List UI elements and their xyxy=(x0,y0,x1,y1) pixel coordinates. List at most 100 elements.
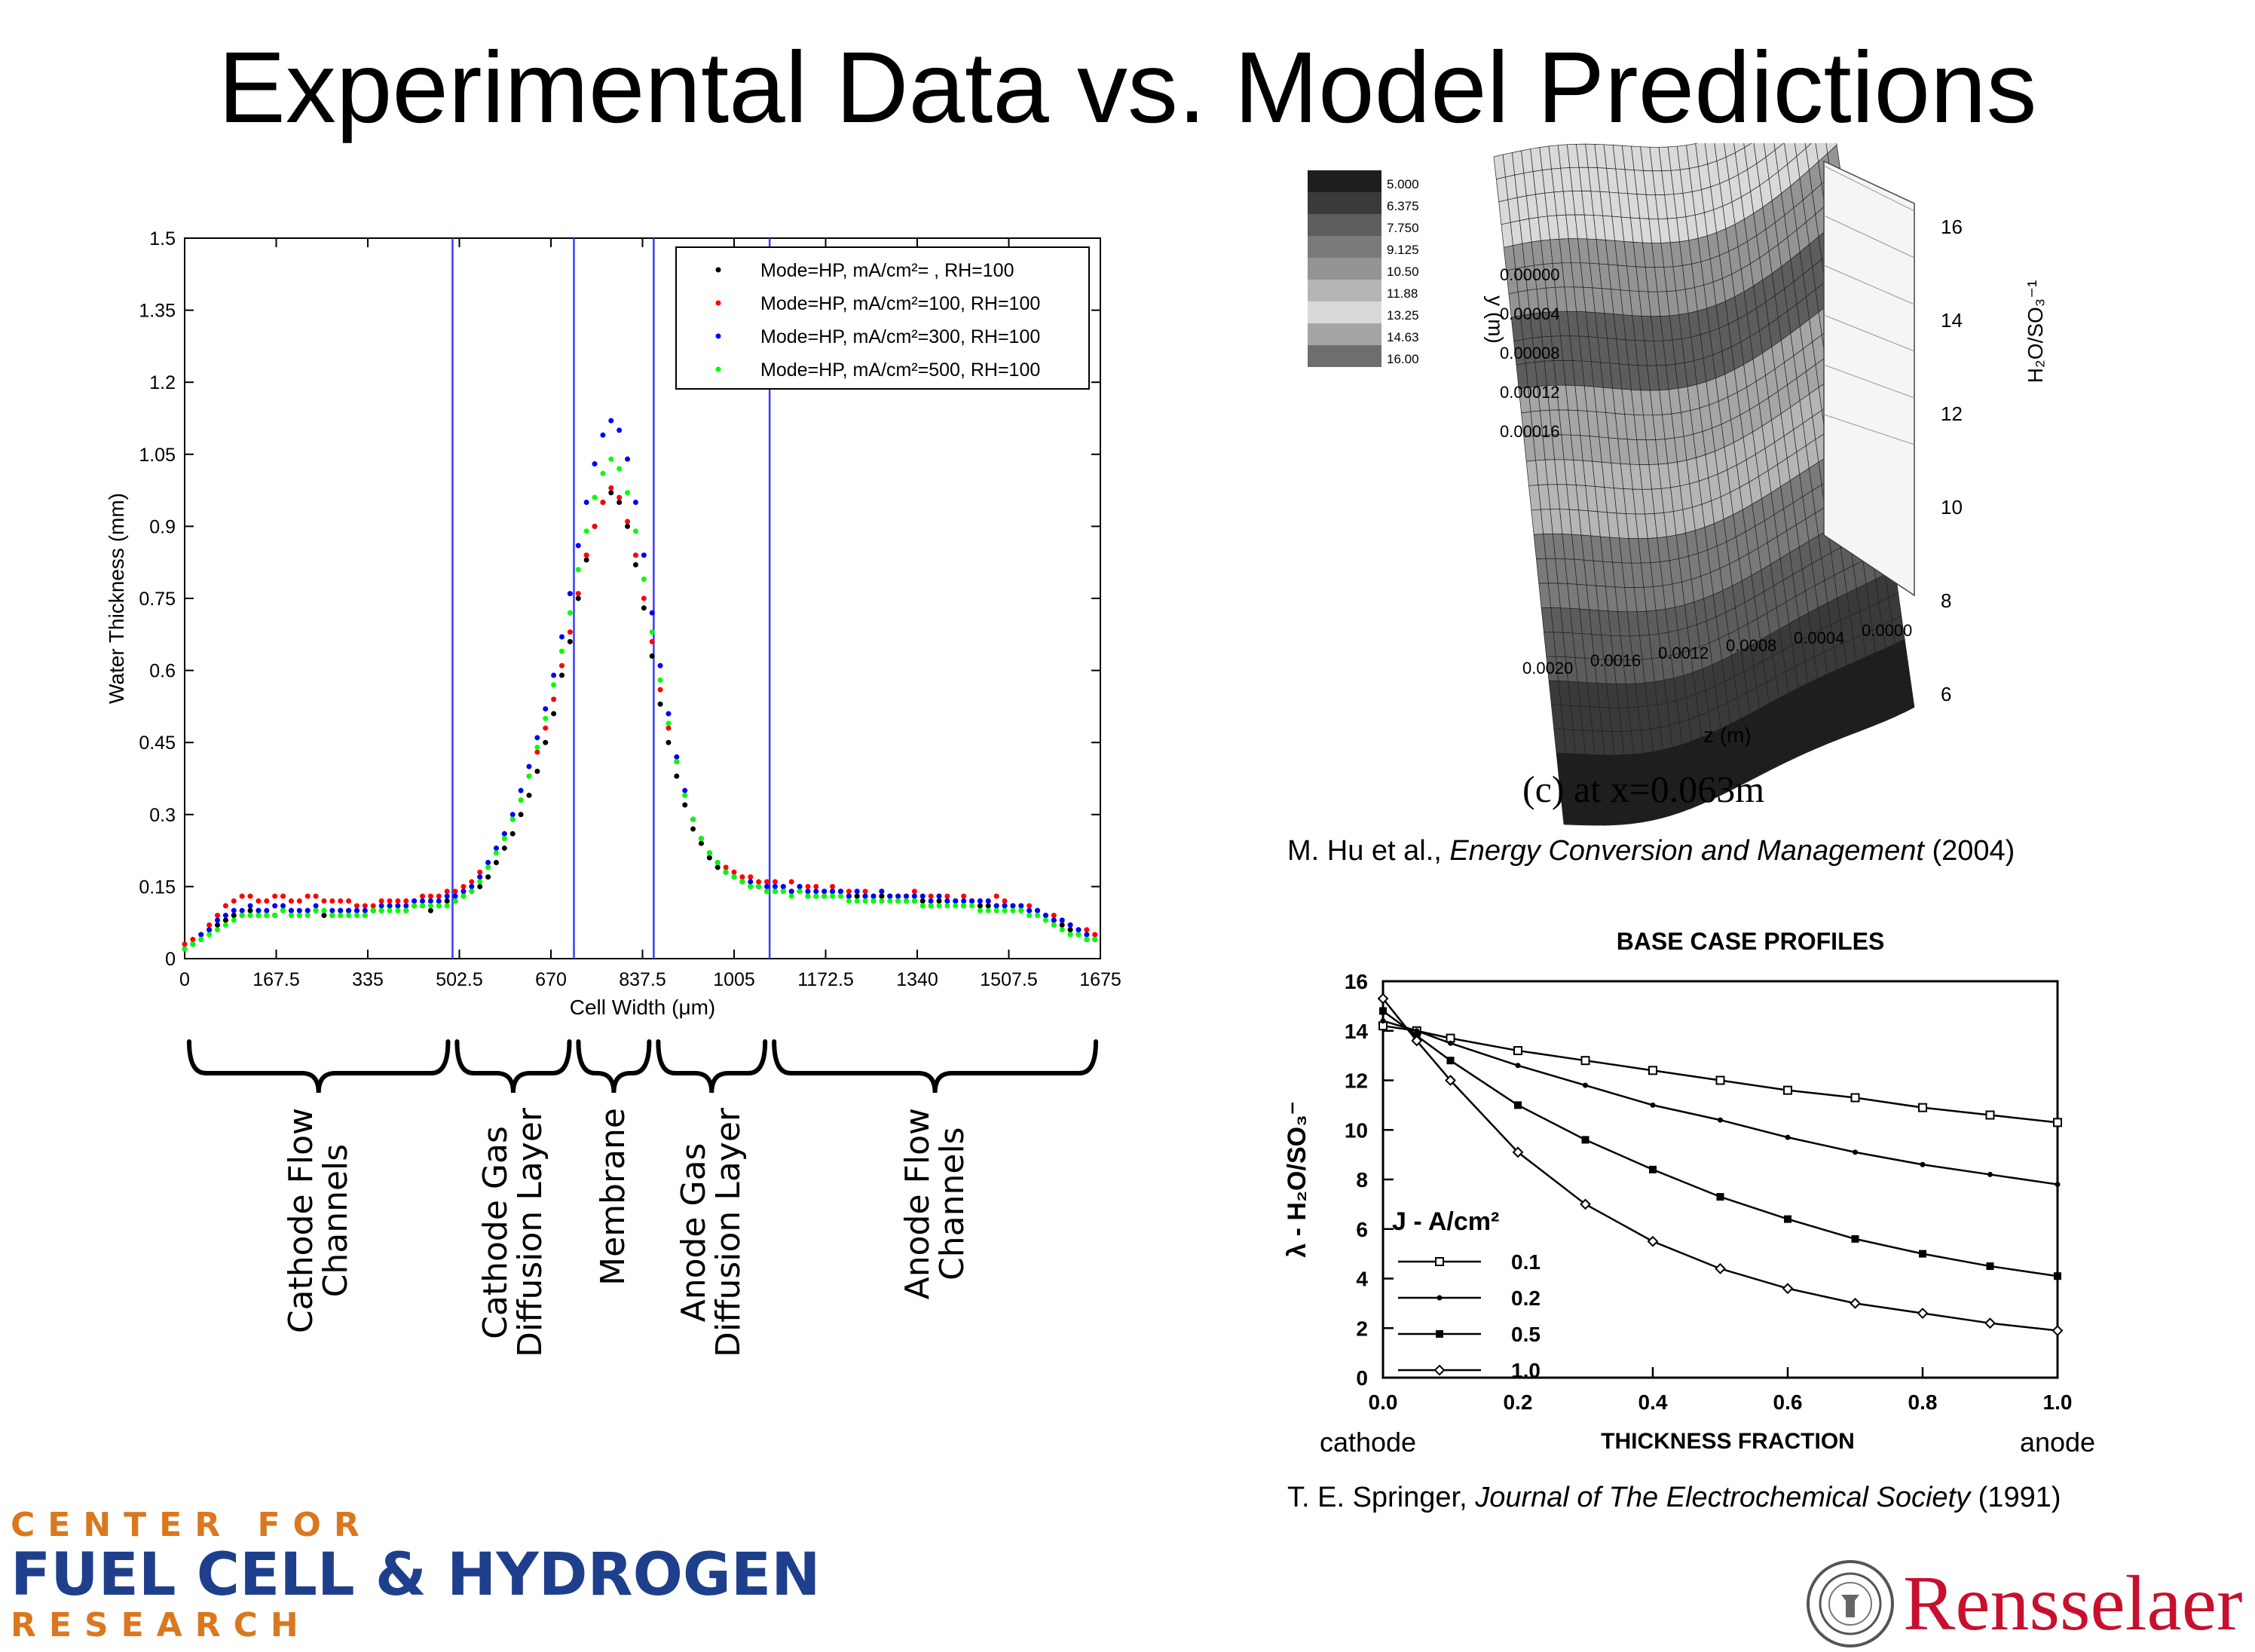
water-thickness-chart: 0 167.5 335 502.5 670 837.5 1005 1172.5 1340 1507… xyxy=(105,228,1121,1019)
data-point xyxy=(247,913,253,919)
surface-caption: (c) at x=0.063m xyxy=(1522,768,1765,810)
legend-marker xyxy=(1433,1364,1446,1376)
data-point xyxy=(247,893,253,899)
data-point xyxy=(444,889,450,895)
data-point xyxy=(862,889,868,895)
data-point xyxy=(764,883,770,889)
data-point xyxy=(657,662,663,668)
data-point xyxy=(944,903,950,909)
color-scale-cell xyxy=(1308,280,1381,301)
legend-title: J - A/cm² xyxy=(1392,1207,1499,1236)
data-point xyxy=(288,913,294,919)
data-point xyxy=(1512,1146,1524,1158)
data-point xyxy=(944,893,950,899)
data-point xyxy=(1513,1046,1522,1056)
data-point xyxy=(641,605,647,611)
data-point xyxy=(1917,1308,1929,1319)
data-point xyxy=(805,883,811,889)
data-point xyxy=(485,860,491,866)
data-point xyxy=(665,711,672,717)
data-point xyxy=(731,869,737,875)
data-point xyxy=(567,610,573,616)
data-point xyxy=(1984,1317,1996,1329)
data-point xyxy=(222,917,228,923)
x-tick-label: 0 xyxy=(179,969,190,990)
data-point xyxy=(452,893,458,899)
data-point xyxy=(1718,1117,1723,1123)
data-point xyxy=(387,903,393,909)
color-scale-label: 13.25 xyxy=(1387,308,1419,323)
legend-box xyxy=(675,246,1090,390)
region-label-line: Membrane xyxy=(594,1108,633,1286)
data-point xyxy=(321,907,327,913)
data-point xyxy=(690,816,696,822)
data-point xyxy=(1377,993,1389,1005)
data-point xyxy=(427,903,433,909)
y-tick-label: 2 xyxy=(1356,1317,1368,1340)
data-point xyxy=(837,889,843,895)
data-point xyxy=(854,889,860,895)
data-point xyxy=(493,845,499,851)
data-point xyxy=(1919,1250,1926,1258)
data-point xyxy=(387,898,393,904)
data-point xyxy=(592,494,598,500)
data-point xyxy=(304,907,311,913)
data-point xyxy=(222,913,228,919)
y-tick-label: 0.00016 xyxy=(1500,422,1560,441)
data-point xyxy=(1715,1262,1726,1274)
data-point xyxy=(632,500,638,506)
legend-label: 0.1 xyxy=(1511,1250,1541,1274)
x-tick-label: 0.8 xyxy=(1908,1390,1938,1414)
data-point xyxy=(682,792,688,798)
y-tick-label: 0.00004 xyxy=(1500,304,1560,323)
data-point xyxy=(264,907,270,913)
data-point xyxy=(1647,1235,1659,1247)
data-point xyxy=(567,638,573,644)
color-scale-label: 14.63 xyxy=(1387,330,1419,344)
data-point xyxy=(1649,1165,1657,1173)
data-point xyxy=(805,889,811,895)
data-point xyxy=(395,903,401,909)
data-point xyxy=(215,917,221,923)
data-point xyxy=(509,831,516,837)
data-point xyxy=(1067,932,1073,938)
data-point xyxy=(280,907,286,913)
data-point xyxy=(444,898,450,904)
x-tick-label: 1340 xyxy=(896,969,938,990)
data-point xyxy=(485,874,491,880)
data-point xyxy=(469,889,475,895)
data-point xyxy=(534,735,540,741)
data-point xyxy=(420,893,426,899)
color-scale-label: 6.375 xyxy=(1387,199,1419,213)
data-point xyxy=(1002,898,1008,904)
data-point xyxy=(903,893,909,899)
data-point xyxy=(469,879,475,885)
z-tick-label: 10 xyxy=(1941,496,1963,519)
data-point xyxy=(780,883,786,889)
data-point xyxy=(1985,1110,1995,1120)
data-point xyxy=(353,903,360,909)
slide-title: Experimental Data vs. Model Predictions xyxy=(218,32,2037,144)
data-point xyxy=(247,903,253,909)
data-point xyxy=(714,864,721,870)
data-point xyxy=(338,898,344,904)
data-point xyxy=(493,860,499,866)
data-point xyxy=(551,682,557,688)
data-point xyxy=(674,773,680,779)
series-line xyxy=(1382,1010,2058,1277)
data-point xyxy=(977,898,983,904)
data-point xyxy=(600,432,606,438)
data-point xyxy=(748,874,754,880)
data-point xyxy=(182,941,188,947)
data-point xyxy=(436,903,442,909)
data-point xyxy=(936,898,942,904)
data-point xyxy=(1583,1082,1588,1088)
data-point xyxy=(748,879,754,885)
data-point xyxy=(1445,1075,1456,1086)
rensselaer-wordmark: Rensselaer xyxy=(1903,1560,2243,1647)
data-point xyxy=(879,889,885,895)
data-point xyxy=(493,850,499,856)
data-point xyxy=(477,879,483,885)
y-tick-label: 1.05 xyxy=(139,445,176,466)
x-tick-label: 670 xyxy=(535,969,567,990)
